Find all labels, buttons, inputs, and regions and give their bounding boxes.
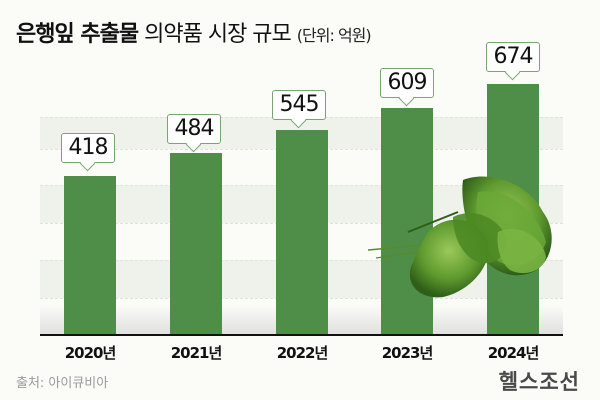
bar-2020 — [64, 176, 116, 334]
x-axis-line — [40, 334, 563, 336]
source-note: 출처: 아이큐비아 — [16, 376, 109, 391]
chart-title: 은행잎 추출물 의약품 시장 규모 (단위: 억원) — [16, 16, 372, 48]
title-unit: (단위: 억원) — [296, 26, 372, 45]
bar-2023 — [381, 108, 433, 334]
x-tick-label: 2020년 — [64, 344, 117, 362]
x-tick-label: 2024년 — [487, 344, 540, 362]
title-bold: 은행잎 추출물 — [16, 22, 139, 47]
value-label: 545 — [272, 90, 326, 120]
ginkgo-leaf-icon — [368, 176, 552, 298]
value-label: 484 — [167, 114, 221, 144]
value-label: 609 — [380, 68, 434, 98]
x-tick-label: 2023년 — [381, 344, 434, 362]
title-normal: 의약품 시장 규모 — [144, 22, 292, 47]
brand-logo: 헬스조선 — [498, 370, 580, 394]
value-label: 418 — [61, 133, 115, 163]
x-tick-label: 2021년 — [170, 344, 223, 362]
bar-2022 — [276, 130, 328, 334]
bar-2021 — [170, 153, 222, 334]
value-label: 674 — [486, 42, 540, 72]
x-tick-label: 2022년 — [276, 344, 329, 362]
